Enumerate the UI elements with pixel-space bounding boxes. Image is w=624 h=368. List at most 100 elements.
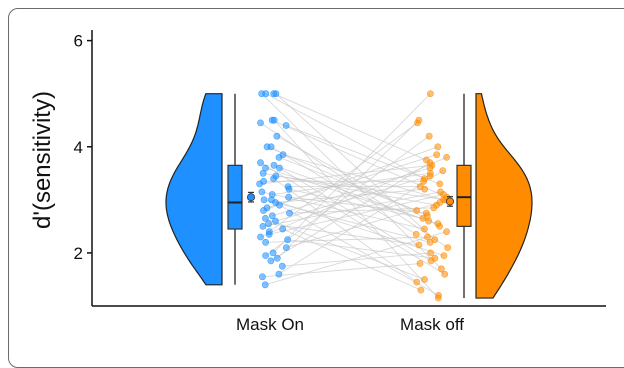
paired-line [272, 172, 431, 195]
y-ticks: 2 4 6 [74, 32, 92, 263]
paired-line [263, 146, 438, 211]
data-point [439, 167, 447, 175]
paired-line [260, 156, 447, 238]
box-iqr [456, 164, 472, 227]
paired-line [273, 93, 427, 161]
data-point [256, 180, 263, 188]
data-point [257, 233, 264, 241]
data-point [258, 273, 266, 281]
density-clouds [165, 93, 533, 299]
data-point [444, 244, 452, 251]
data-point [260, 207, 267, 214]
data-point [282, 244, 290, 251]
data-point [259, 222, 267, 230]
paired-line [275, 175, 446, 201]
data-point [284, 236, 291, 244]
paired-line [275, 175, 431, 222]
y-tick-label: 6 [74, 32, 83, 51]
y-tick-label: 4 [74, 138, 83, 157]
data-point [265, 230, 273, 238]
data-point [425, 217, 432, 225]
paired-line [270, 162, 431, 262]
data-point [421, 185, 429, 193]
data-point [269, 249, 277, 257]
data-point [414, 119, 421, 127]
paired-line [263, 199, 431, 243]
paired-line [265, 231, 447, 286]
data-point [426, 90, 434, 98]
x-category-label: Mask On [236, 315, 304, 334]
data-point [275, 153, 283, 161]
data-point [272, 90, 280, 98]
data-points [256, 90, 452, 302]
data-point [273, 132, 281, 140]
data-point [260, 196, 268, 204]
data-point [259, 169, 267, 177]
y-tick-label: 2 [74, 244, 83, 263]
data-point [433, 151, 441, 159]
data-point [425, 132, 433, 140]
paired-line [272, 93, 431, 254]
data-point [427, 249, 434, 257]
category-labels: Mask On Mask off [236, 315, 464, 334]
data-point [263, 143, 271, 151]
data-point [276, 164, 283, 172]
data-point [419, 214, 427, 222]
data-point [285, 193, 292, 201]
paired-line [265, 135, 430, 256]
mean-point [246, 193, 255, 202]
data-point [262, 90, 270, 98]
data-point [275, 270, 283, 278]
paired-line [268, 223, 419, 246]
paired-line [275, 93, 436, 240]
data-point [437, 265, 445, 273]
data-point [421, 225, 428, 233]
paired-line [265, 236, 428, 243]
box-plots [227, 93, 472, 299]
paired-line [275, 188, 425, 203]
data-point [427, 257, 435, 265]
data-point [420, 177, 427, 185]
data-point [434, 294, 442, 302]
data-point [426, 172, 434, 180]
data-point [286, 209, 293, 217]
data-point [443, 228, 450, 236]
data-point [416, 260, 424, 267]
data-point [285, 185, 293, 193]
data-point [424, 233, 431, 241]
data-point [413, 278, 421, 286]
density-cloud [165, 93, 223, 286]
raincloud-chart: 2 4 6 Mask On Mask off d'(sensitivity) [29, 30, 606, 334]
data-point [413, 207, 421, 214]
data-point [440, 252, 448, 259]
data-point [278, 262, 286, 270]
paired-line [259, 164, 432, 185]
paired-line [265, 93, 425, 180]
data-point [265, 220, 272, 228]
axes [91, 30, 606, 307]
paired-line [276, 119, 420, 259]
data-point [270, 175, 277, 182]
data-point [443, 153, 450, 161]
paired-line [268, 122, 418, 233]
data-point [268, 212, 276, 220]
data-point [276, 201, 283, 209]
data-point [436, 180, 444, 188]
paired-line [265, 218, 425, 280]
density-cloud [475, 93, 533, 299]
paired-line [278, 170, 444, 275]
data-point [261, 281, 269, 289]
data-point [434, 143, 442, 151]
data-point [257, 159, 264, 167]
paired-line [262, 263, 421, 278]
box-iqr [227, 164, 243, 230]
mean-markers [246, 191, 454, 207]
data-point [262, 238, 269, 246]
data-point [258, 188, 266, 196]
x-category-label: Mask off [400, 315, 464, 334]
data-point [282, 122, 290, 129]
data-point [270, 161, 278, 169]
data-point [270, 116, 278, 124]
data-point [441, 270, 449, 278]
data-point [426, 238, 434, 246]
